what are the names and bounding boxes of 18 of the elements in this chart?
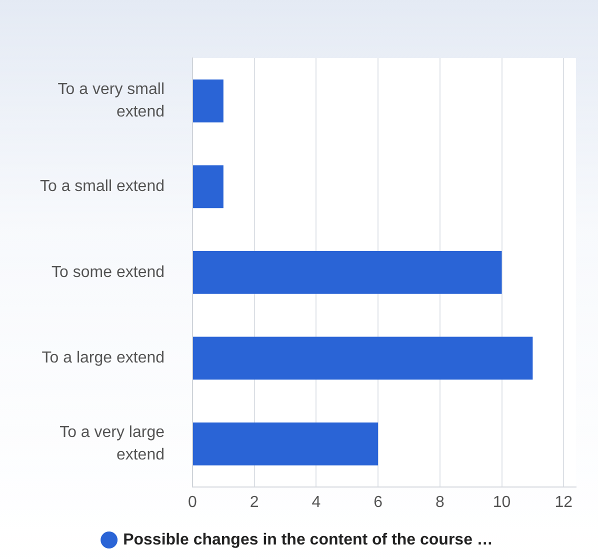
bar: [193, 422, 378, 466]
x-tick-label: 4: [312, 494, 321, 511]
y-tick-label: To a large extend: [42, 350, 165, 367]
y-tick-label: To a very large extend: [60, 424, 165, 464]
x-tick-label: 10: [492, 494, 511, 511]
bar: [193, 336, 533, 380]
bar: [193, 250, 502, 294]
y-tick-label: To a very small extend: [58, 81, 165, 120]
x-tick-label: 6: [374, 494, 383, 511]
y-tick-label: To some extend: [52, 264, 165, 281]
y-tick-label: To a small extend: [40, 178, 165, 196]
bar: [193, 79, 224, 122]
legend-label: Possible changes in the content of the course …: [123, 531, 493, 548]
x-tick-label: 8: [435, 494, 444, 511]
x-tick-label: 2: [250, 494, 259, 511]
x-tick-label: 0: [188, 494, 198, 511]
x-tick-label: 12: [554, 494, 573, 511]
bar: [193, 165, 224, 208]
